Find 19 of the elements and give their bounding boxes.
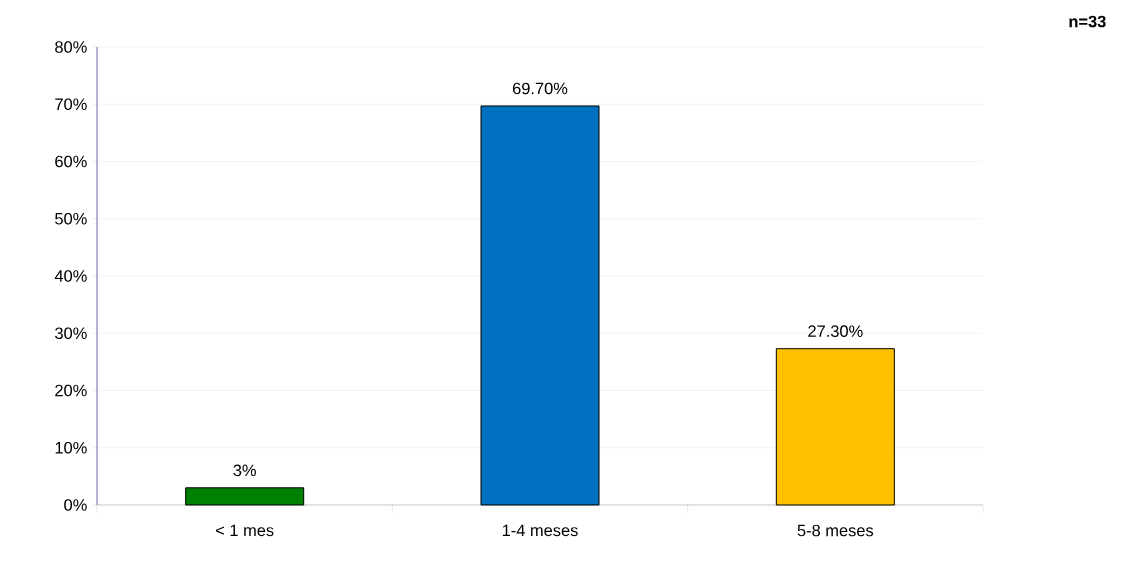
y-tick-label: 60% bbox=[55, 155, 87, 168]
bar bbox=[775, 348, 895, 506]
x-tick-label: 5-8 meses bbox=[797, 524, 874, 537]
bar bbox=[480, 105, 600, 506]
data-label: 27.30% bbox=[808, 325, 863, 338]
x-tick-label: 1-4 meses bbox=[502, 524, 578, 537]
y-tick-label: 80% bbox=[55, 41, 87, 53]
y-tick-label: 50% bbox=[55, 212, 87, 225]
data-label: 69.70% bbox=[512, 82, 568, 95]
text: n=33 bbox=[1069, 15, 1106, 28]
bar bbox=[185, 487, 305, 506]
y-tick-label: 0% bbox=[64, 499, 87, 511]
x-tick-label: < 1 mes bbox=[216, 524, 274, 537]
y-tick-label: 10% bbox=[55, 441, 87, 454]
y-tick-label: 70% bbox=[55, 98, 87, 111]
y-tick-label: 30% bbox=[55, 327, 87, 340]
y-tick-label: 40% bbox=[54, 270, 87, 282]
y-tick-label: 20% bbox=[55, 384, 87, 397]
data-label: 3% bbox=[233, 464, 256, 477]
